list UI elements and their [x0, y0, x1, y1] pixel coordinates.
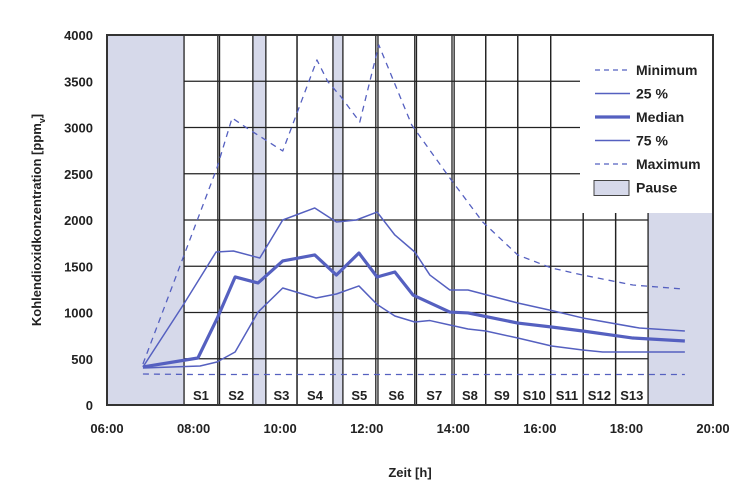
session-label: S12	[588, 388, 611, 403]
y-tick-label: 500	[71, 352, 93, 367]
y-tick-label: 2000	[64, 213, 93, 228]
legend-label: Maximum	[636, 156, 701, 172]
pause-band	[107, 35, 184, 405]
legend-label: 75 %	[636, 133, 668, 149]
x-tick-label: 14:00	[437, 421, 470, 436]
x-tick-label: 20:00	[696, 421, 729, 436]
session-label: S10	[523, 388, 546, 403]
x-tick-label: 16:00	[523, 421, 556, 436]
legend-label: Minimum	[636, 62, 697, 78]
x-tick-label: 18:00	[610, 421, 643, 436]
session-label: S13	[620, 388, 643, 403]
legend-swatch-pause	[594, 181, 629, 196]
series-line-25	[143, 208, 685, 367]
y-tick-label: 2500	[64, 167, 93, 182]
x-axis-label: Zeit [h]	[388, 465, 431, 480]
y-tick-label: 0	[86, 398, 93, 413]
session-label: S3	[273, 388, 289, 403]
y-tick-label: 4000	[64, 28, 93, 43]
session-label: S7	[426, 388, 442, 403]
session-label: S11	[556, 388, 578, 403]
session-label: S9	[494, 388, 510, 403]
x-tick-label: 06:00	[90, 421, 123, 436]
x-tick-label: 12:00	[350, 421, 383, 436]
session-label: S5	[351, 388, 367, 403]
series-line-median	[143, 253, 685, 367]
y-tick-label: 3000	[64, 121, 93, 136]
legend-label: 25 %	[636, 86, 668, 102]
y-axis-label: Kohlendioxidkonzentration [ppmv]	[29, 114, 47, 326]
session-label: S4	[307, 388, 324, 403]
legend-label: Median	[636, 109, 684, 125]
y-tick-label: 1000	[64, 306, 93, 321]
x-tick-label: 10:00	[264, 421, 297, 436]
session-label: S8	[462, 388, 478, 403]
session-label: S2	[228, 388, 244, 403]
session-label: S1	[193, 388, 209, 403]
legend-label: Pause	[636, 180, 677, 196]
session-label: S6	[388, 388, 404, 403]
x-tick-label: 08:00	[177, 421, 210, 436]
y-tick-label: 3500	[64, 74, 93, 89]
y-tick-label: 1500	[64, 259, 93, 274]
